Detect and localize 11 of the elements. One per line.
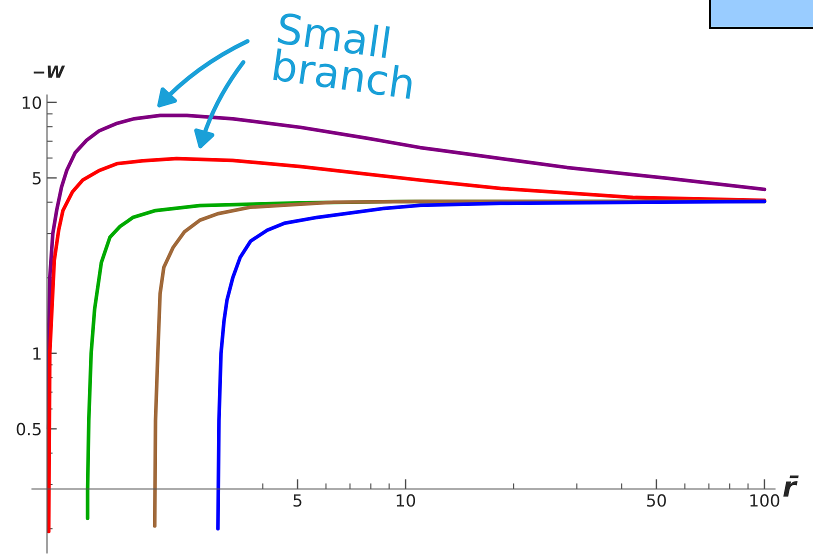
y-tick-label: 0.5 xyxy=(16,422,41,436)
x-tick-label: 10 xyxy=(396,494,416,507)
annotation: Small branch xyxy=(273,11,414,100)
x-axis-title: r̄ xyxy=(783,476,799,497)
x-tick-label: 5 xyxy=(294,494,302,507)
y-tick-label: 10 xyxy=(22,96,42,109)
y-tick-label: 1 xyxy=(33,347,41,360)
x-tick-label: 50 xyxy=(647,494,666,507)
x-tick-label: 100 xyxy=(750,494,780,507)
y-tick-label: 5 xyxy=(32,172,41,184)
y-axis-title: −W xyxy=(34,66,66,78)
